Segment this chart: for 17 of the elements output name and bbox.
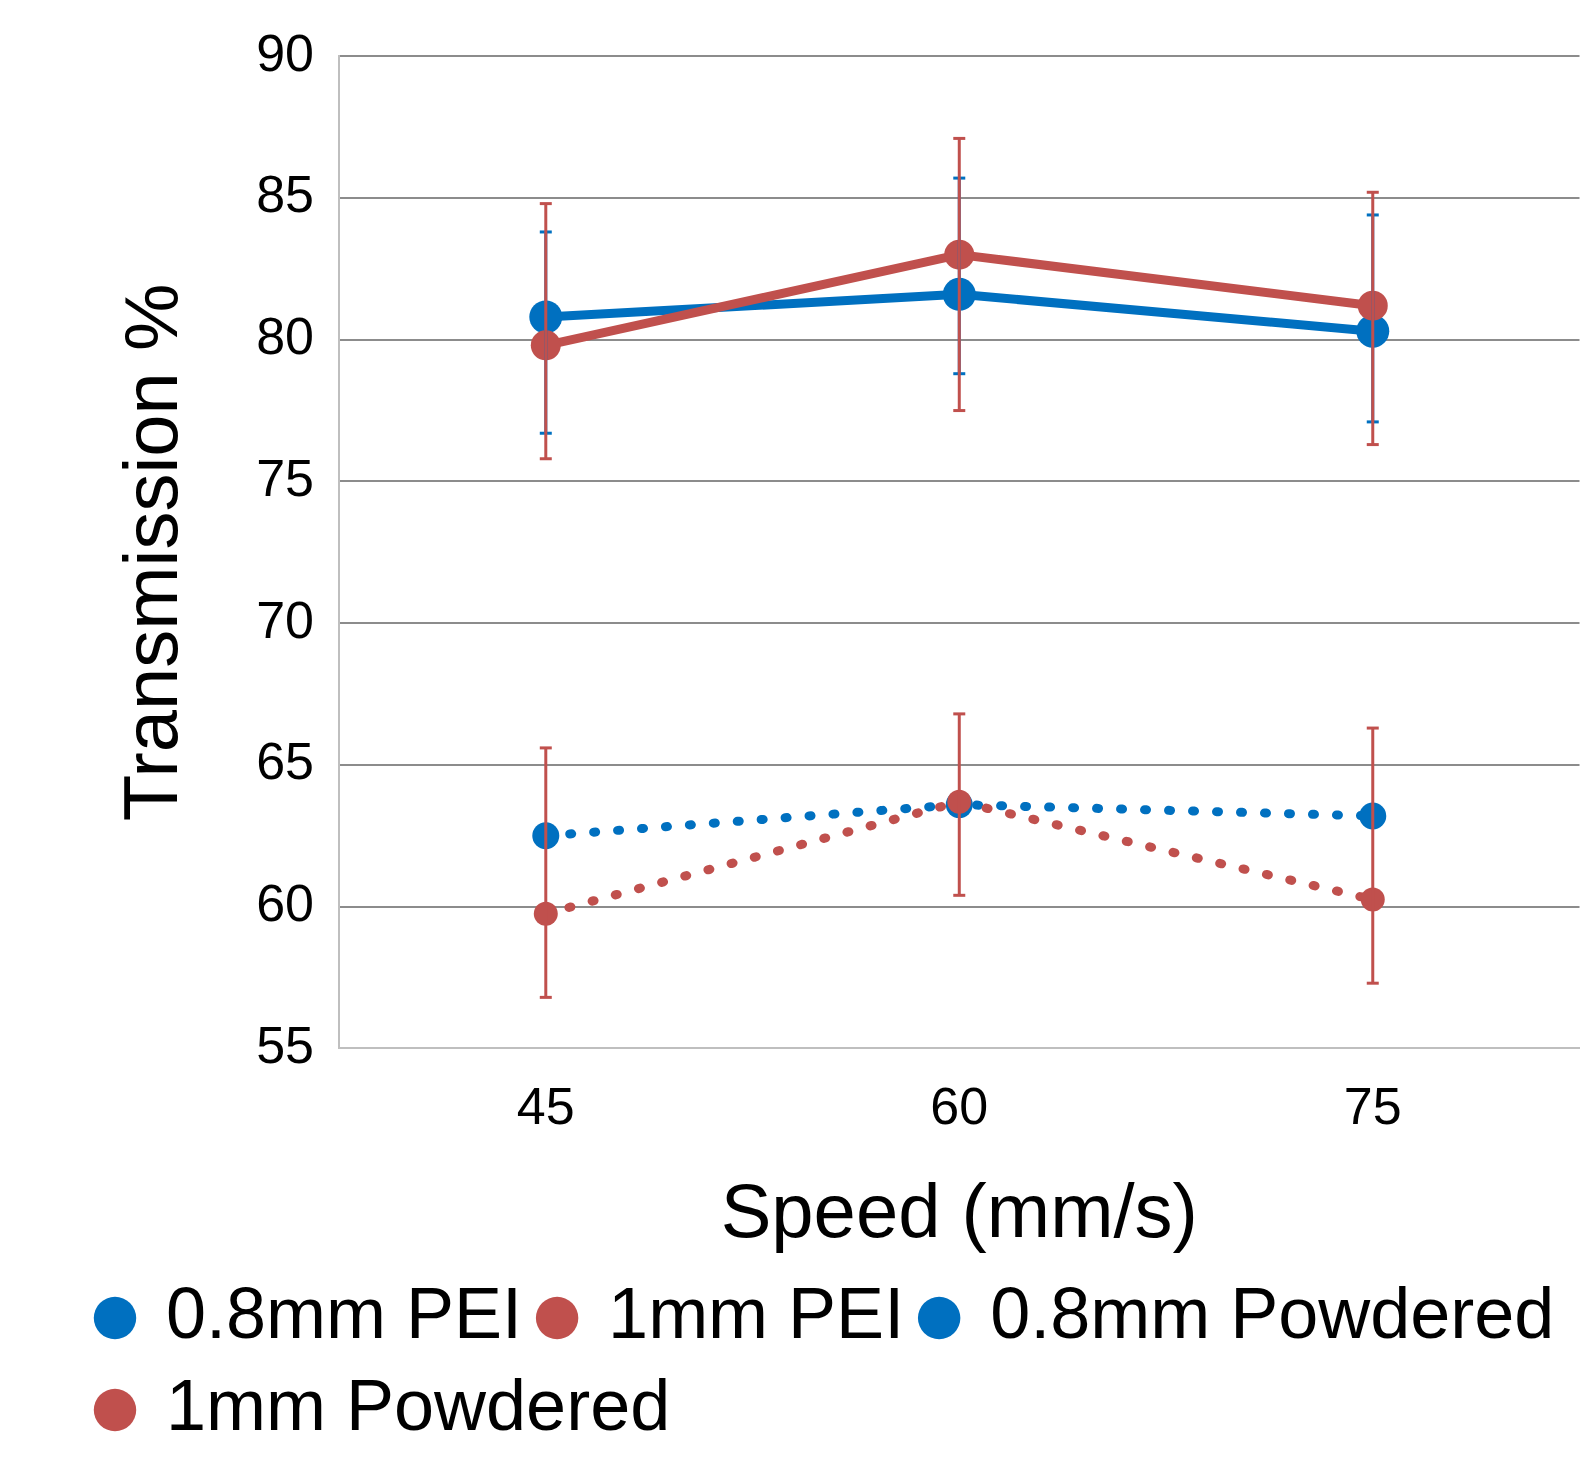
y-tick-label: 55 [256, 1015, 315, 1074]
y-tick-label: 70 [256, 590, 315, 649]
legend-label: 0.8mm Powdered [990, 1272, 1555, 1353]
x-tick-label: 45 [516, 1076, 575, 1135]
y-tick-label: 90 [256, 23, 315, 82]
legend-label: 0.8mm PEI [166, 1272, 523, 1353]
x-axis-title: Speed (mm/s) [720, 1168, 1198, 1254]
y-tick-label: 85 [256, 165, 315, 224]
y-tick-label: 80 [256, 307, 315, 366]
x-tick-label: 60 [930, 1076, 989, 1135]
legend-label: 1mm PEI [608, 1272, 905, 1353]
y-tick-label: 65 [256, 732, 315, 791]
legend-label: 1mm Powdered [166, 1364, 671, 1445]
x-tick-label: 75 [1343, 1076, 1402, 1135]
y-tick-label: 60 [256, 874, 315, 932]
y-tick-label: 75 [256, 448, 315, 507]
y-axis-title: Transmission % [107, 283, 193, 822]
